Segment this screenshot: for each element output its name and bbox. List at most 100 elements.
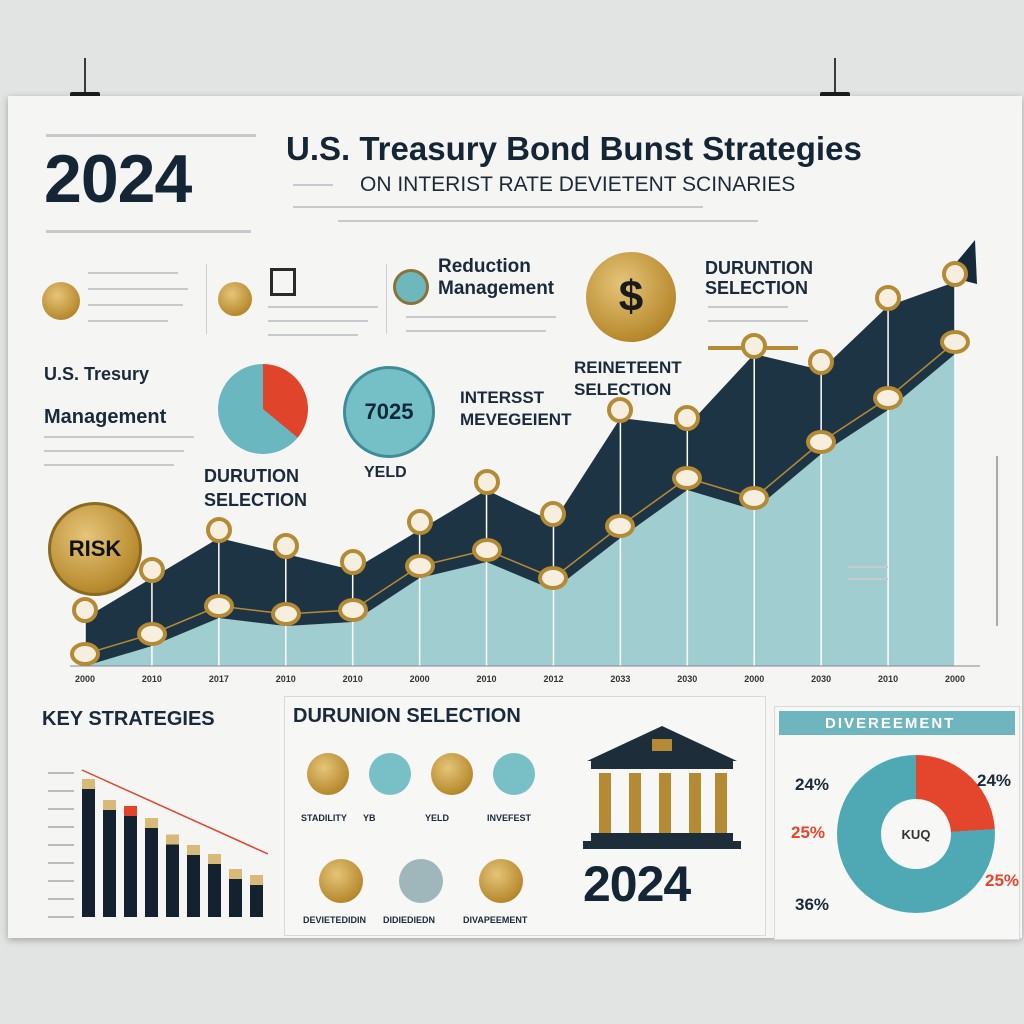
dollar-coin-icon: $ [586,252,676,342]
diversification-header [779,711,1015,735]
upper-data-point [72,597,98,623]
strategy-bar [208,854,221,917]
dollar-sign: $ [618,272,644,321]
interest-label-1: INTERSST [460,388,545,407]
pie-icon [218,364,308,454]
document-icon [270,268,296,296]
lower-data-point [739,486,770,510]
bank-building-icon [583,726,741,849]
reinvestment-label-1: REINETEENT [574,358,682,377]
strategy-icon-label: INVEFEST [487,813,532,823]
lower-data-point [404,554,435,578]
yield-label: YELD [364,464,407,481]
durunion-title: DURUNION SELECTION [293,705,521,727]
upper-data-point [473,469,500,495]
lower-data-point [270,602,301,626]
yield-badge-text: 7025 [364,399,414,424]
lower-data-point [70,642,100,666]
strategy-bar [82,779,95,917]
lower-data-point [136,622,167,646]
durunion-panel: DURUNION SELECTION STADILITY YB YELD INVEFE… [284,696,766,936]
upper-data-point [607,397,634,423]
pct-label-1: 24% [795,775,830,794]
donut-center-label: KUQ [901,826,931,842]
upper-data-point [205,517,232,543]
strategy-icon-label: YB [363,813,376,823]
diversification-panel: DIVEREEMENT KUQ 24% 24% 25% 25% 36% [774,706,1020,940]
x-tick-label: 2010 [878,674,899,684]
lower-data-point [806,430,837,454]
pct-label-2: 24% [977,771,1012,790]
strategy-bar [124,806,137,917]
chart-icon [393,269,429,305]
x-tick-label: 2017 [208,674,229,684]
key-strategies-panel: KEY STRATEGIES [34,702,270,934]
strategy-icon [399,859,443,903]
x-tick-label: 2000 [74,674,96,684]
area-lower [85,354,955,666]
x-tick-label: 2000 [744,674,765,684]
reduction-label-1: Reduction [438,256,531,277]
upper-data-point [138,557,165,583]
x-tick-label: 2010 [476,674,497,684]
strategy-icon [479,859,523,903]
lower-data-point [873,386,904,410]
strategy-bar [229,869,242,917]
lower-data-point [203,594,234,618]
management-label-2: Management [44,406,167,428]
strategies-bar-chart [48,769,268,918]
trend-line [81,769,268,855]
reduction-label-2: Management [438,278,555,299]
upper-data-point [674,405,701,431]
lower-data-point [538,566,569,590]
strategy-bar [145,818,158,917]
header-year: 2024 [44,141,192,217]
x-tick-label: 2030 [677,674,698,684]
risk-badge: RISK [48,502,142,596]
lower-data-point [471,538,502,562]
strategy-icon [493,753,535,795]
lower-data-point [605,514,636,538]
strategy-icon-label: YELD [425,813,450,823]
coin-icon-2 [218,282,252,316]
duration-label-1: DURUTION [204,466,299,486]
lower-data-point [337,598,368,622]
lower-data-point [940,330,970,354]
duration-label-2: SELECTION [204,490,308,510]
upper-data-point [875,285,902,311]
reinvestment-label-2: SELECTION [574,380,672,399]
yield-badge: 7025 [343,366,435,458]
key-strategies-title: KEY STRATEGIES [42,708,215,730]
x-tick-label: 2000 [409,674,430,684]
interest-label-2: MEVEGEIENT [460,410,572,429]
upper-data-point [339,549,366,575]
donut-chart: KUQ [837,755,995,913]
strategy-icon-label: DEVIETEDIDIN [303,915,367,925]
pct-label-4: 25% [985,871,1020,890]
infographic-poster: 2024 U.S. Treasury Bond Bunst Strategies… [8,96,1022,940]
upper-data-point [540,501,567,527]
page-title: U.S. Treasury Bond Bunst Strategies [286,130,862,167]
x-tick-label: 2030 [811,674,832,684]
strategy-icon [307,753,349,795]
bottom-year: 2024 [583,856,691,912]
x-tick-label: 2012 [543,674,564,684]
upper-data-point [942,261,968,287]
main-area-chart [70,240,980,667]
strategy-bar [103,800,116,917]
strategy-icon-label: DIVAPEEMENT [463,915,528,925]
pct-label-5: 36% [795,895,830,914]
upper-data-point [741,333,768,359]
strategy-bar [187,845,200,917]
upper-data-point [272,533,299,559]
diversification-title: DIVEREEMENT [825,715,956,732]
coin-icon [42,282,80,320]
risk-label: RISK [68,536,122,561]
x-tick-label: 2033 [610,674,631,684]
strategy-icon [431,753,473,795]
strategy-icon [369,753,411,795]
page-subtitle: ON INTERIST RATE DEVIETENT SCINARIES [360,173,796,196]
management-label-1: U.S. Tresury [44,364,150,384]
strategy-bar [166,834,179,917]
x-tick-label: 2010 [141,674,162,684]
